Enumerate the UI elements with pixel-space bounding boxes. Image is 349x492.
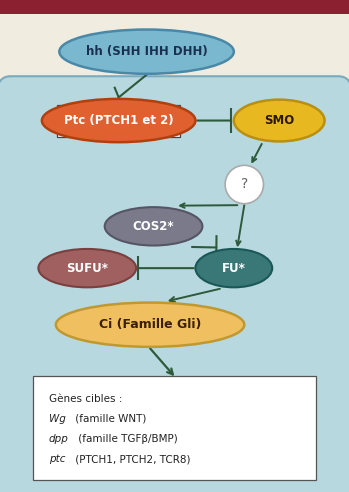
Text: Gènes cibles :: Gènes cibles :: [49, 394, 122, 403]
Ellipse shape: [234, 99, 325, 142]
Ellipse shape: [38, 249, 136, 287]
Text: dpp: dpp: [49, 434, 69, 444]
Text: ptc: ptc: [49, 454, 65, 464]
FancyBboxPatch shape: [0, 76, 349, 492]
Text: SMO: SMO: [264, 114, 294, 127]
Text: Ptc (PTCH1 et 2): Ptc (PTCH1 et 2): [64, 114, 173, 127]
Bar: [0, 0, 349, 14]
Text: SUFU*: SUFU*: [66, 262, 108, 275]
FancyBboxPatch shape: [57, 104, 180, 137]
Ellipse shape: [56, 303, 244, 347]
Ellipse shape: [225, 165, 263, 204]
Ellipse shape: [105, 207, 202, 246]
Text: Ci (Famille Gli): Ci (Famille Gli): [99, 318, 201, 331]
Text: hh (SHH IHH DHH): hh (SHH IHH DHH): [86, 45, 207, 58]
Text: FU*: FU*: [222, 262, 246, 275]
Text: COS2*: COS2*: [133, 220, 174, 233]
Ellipse shape: [59, 30, 234, 74]
Text: (famille TGFβ/BMP): (famille TGFβ/BMP): [75, 434, 178, 444]
Text: Wg: Wg: [49, 414, 66, 424]
Text: (PTCH1, PTCH2, TCR8): (PTCH1, PTCH2, TCR8): [72, 454, 190, 464]
Text: (famille WNT): (famille WNT): [72, 414, 146, 424]
Ellipse shape: [195, 249, 272, 287]
FancyBboxPatch shape: [33, 376, 316, 480]
Ellipse shape: [42, 99, 195, 142]
Text: ?: ?: [241, 178, 248, 191]
